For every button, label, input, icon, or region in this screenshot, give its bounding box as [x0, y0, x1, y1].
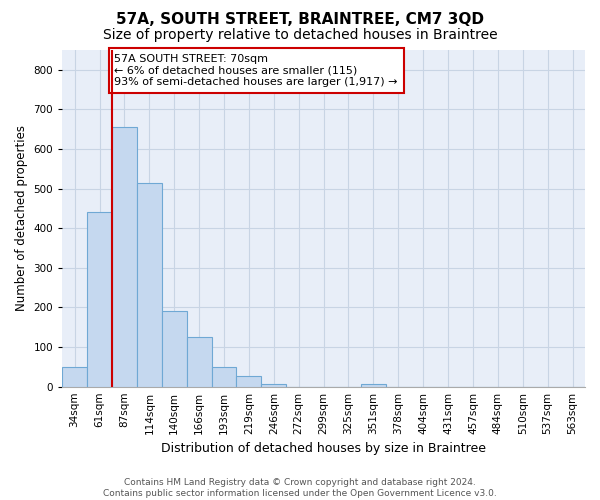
- Bar: [137, 182, 162, 386]
- Text: Contains HM Land Registry data © Crown copyright and database right 2024.
Contai: Contains HM Land Registry data © Crown c…: [103, 478, 497, 498]
- Text: 57A SOUTH STREET: 70sqm
← 6% of detached houses are smaller (115)
93% of semi-de: 57A SOUTH STREET: 70sqm ← 6% of detached…: [115, 54, 398, 87]
- X-axis label: Distribution of detached houses by size in Braintree: Distribution of detached houses by size …: [161, 442, 486, 455]
- Bar: [187, 337, 212, 386]
- Text: 57A, SOUTH STREET, BRAINTREE, CM7 3QD: 57A, SOUTH STREET, BRAINTREE, CM7 3QD: [116, 12, 484, 28]
- Bar: [162, 312, 187, 386]
- Text: Size of property relative to detached houses in Braintree: Size of property relative to detached ho…: [103, 28, 497, 42]
- Bar: [236, 376, 262, 386]
- Bar: [62, 367, 87, 386]
- Y-axis label: Number of detached properties: Number of detached properties: [15, 126, 28, 312]
- Bar: [112, 127, 137, 386]
- Bar: [87, 212, 112, 386]
- Bar: [361, 384, 386, 386]
- Bar: [212, 367, 236, 386]
- Bar: [262, 384, 286, 386]
